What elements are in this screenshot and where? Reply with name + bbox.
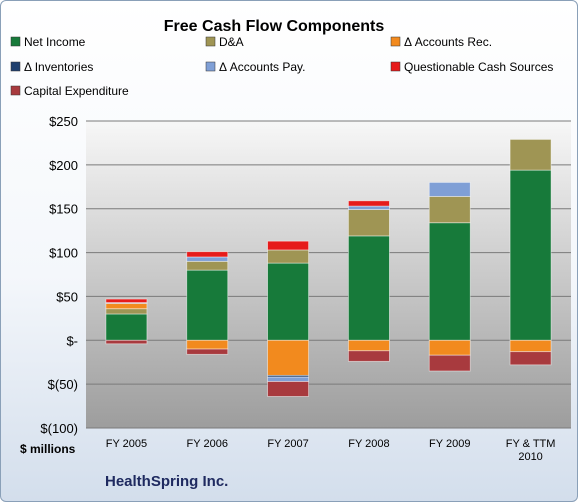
bar-segment-accounts-pay <box>348 205 390 210</box>
x-category-label: FY 2005 <box>106 438 147 450</box>
legend-item-accounts-pay: Δ Accounts Pay. <box>205 60 306 74</box>
bars <box>105 139 552 397</box>
x-category-label: FY 2007 <box>267 438 308 450</box>
bar-segment-capital-expenditure <box>186 348 229 355</box>
legend-item-questionable-cash-sources: Questionable Cash Sources <box>390 60 553 74</box>
legend-label: Capital Expenditure <box>24 84 129 98</box>
y-tick-label: $250 <box>49 114 78 129</box>
y-tick-label: $50 <box>56 289 78 304</box>
bar-segment-net-income <box>428 222 471 341</box>
bar-segment-net-income <box>509 169 552 341</box>
x-category-label: FY 2009 <box>429 438 470 450</box>
x-category-label: 2010 <box>518 451 542 463</box>
bar-segment-d-a <box>186 260 229 271</box>
x-category-label: FY & TTM <box>506 438 556 450</box>
y-tick-label: $200 <box>49 158 78 173</box>
bar-segment-accounts-pay <box>428 181 471 197</box>
legend: Net Income D&A Δ Accounts Rec. Δ Inventorie… <box>10 35 553 98</box>
bar-segment-accounts-rec <box>267 339 309 376</box>
bar-segment-accounts-rec <box>428 339 471 356</box>
bar-segment-net-income <box>267 262 309 341</box>
bar-segment-d-a <box>348 209 390 237</box>
bar-segment-capital-expenditure <box>105 339 148 345</box>
legend-label: Δ Inventories <box>24 60 93 74</box>
y-tick-label: $(100) <box>40 421 78 436</box>
bar-segment-net-income <box>186 269 229 341</box>
legend-item-d-a: D&A <box>205 35 244 49</box>
legend-label: Questionable Cash Sources <box>404 60 553 74</box>
bar-segment-net-income <box>105 313 148 341</box>
bar-segment-net-income <box>348 235 390 341</box>
bar-segment-capital-expenditure <box>267 381 309 397</box>
chart-title: Free Cash Flow Components <box>164 18 385 35</box>
legend-label: Δ Accounts Pay. <box>219 60 306 74</box>
bar-segment-capital-expenditure <box>348 350 390 362</box>
legend-item-net-income: Net Income <box>10 35 86 49</box>
bar-segment-questionable-cash-sources <box>267 240 309 251</box>
legend-swatch <box>390 36 401 47</box>
bar-segment-accounts-rec <box>105 303 148 310</box>
y-tick-label: $150 <box>49 202 78 217</box>
gridlines <box>86 120 571 429</box>
x-axis-categories: FY 2005 FY 2006 FY 2007 FY 2008 FY 2009 FY & … <box>106 438 556 463</box>
x-category-label: FY 2006 <box>187 438 228 450</box>
y-tick-label: $(50) <box>48 377 78 392</box>
bar-segment-d-a <box>267 249 309 264</box>
legend-swatch <box>10 85 21 96</box>
bar-segment-questionable-cash-sources <box>105 298 148 303</box>
bar-segment-accounts-rec <box>186 339 229 350</box>
company-name: HealthSpring Inc. <box>105 473 228 490</box>
bar-segment-accounts-pay <box>267 376 309 382</box>
legend-swatch <box>205 61 216 72</box>
legend-label: D&A <box>219 35 244 49</box>
bar-segment-d-a <box>509 139 552 171</box>
legend-item-inventories: Δ Inventories <box>10 60 93 74</box>
legend-item-accounts-rec: Δ Accounts Rec. <box>390 35 492 49</box>
bar-segment-accounts-pay <box>186 256 229 262</box>
bar-segment-accounts-rec <box>348 339 390 352</box>
bar-segment-capital-expenditure <box>509 351 552 366</box>
legend-label: Δ Accounts Rec. <box>404 35 492 49</box>
bar-segment-questionable-cash-sources <box>186 251 229 258</box>
legend-swatch <box>10 61 21 72</box>
legend-swatch <box>205 36 216 47</box>
legend-swatch <box>10 36 21 47</box>
legend-item-capital-expenditure: Capital Expenditure <box>10 84 129 98</box>
x-category-label: FY 2008 <box>348 438 389 450</box>
bar-segment-d-a <box>105 308 148 315</box>
legend-swatch <box>390 61 401 72</box>
y-axis-ticks: $250 $200 $150 $100 $50 $- $(50) $(100) <box>40 114 78 436</box>
plot-area <box>86 121 571 428</box>
y-tick-label: $100 <box>49 246 78 261</box>
legend-label: Net Income <box>24 35 86 49</box>
bar-segment-d-a <box>428 196 471 224</box>
y-tick-label: $- <box>66 333 78 348</box>
bar-segment-accounts-rec <box>509 339 552 353</box>
bar-segment-capital-expenditure <box>428 354 471 372</box>
y-axis-unit-label: $ millions <box>20 442 76 456</box>
bar-segment-questionable-cash-sources <box>348 200 390 207</box>
